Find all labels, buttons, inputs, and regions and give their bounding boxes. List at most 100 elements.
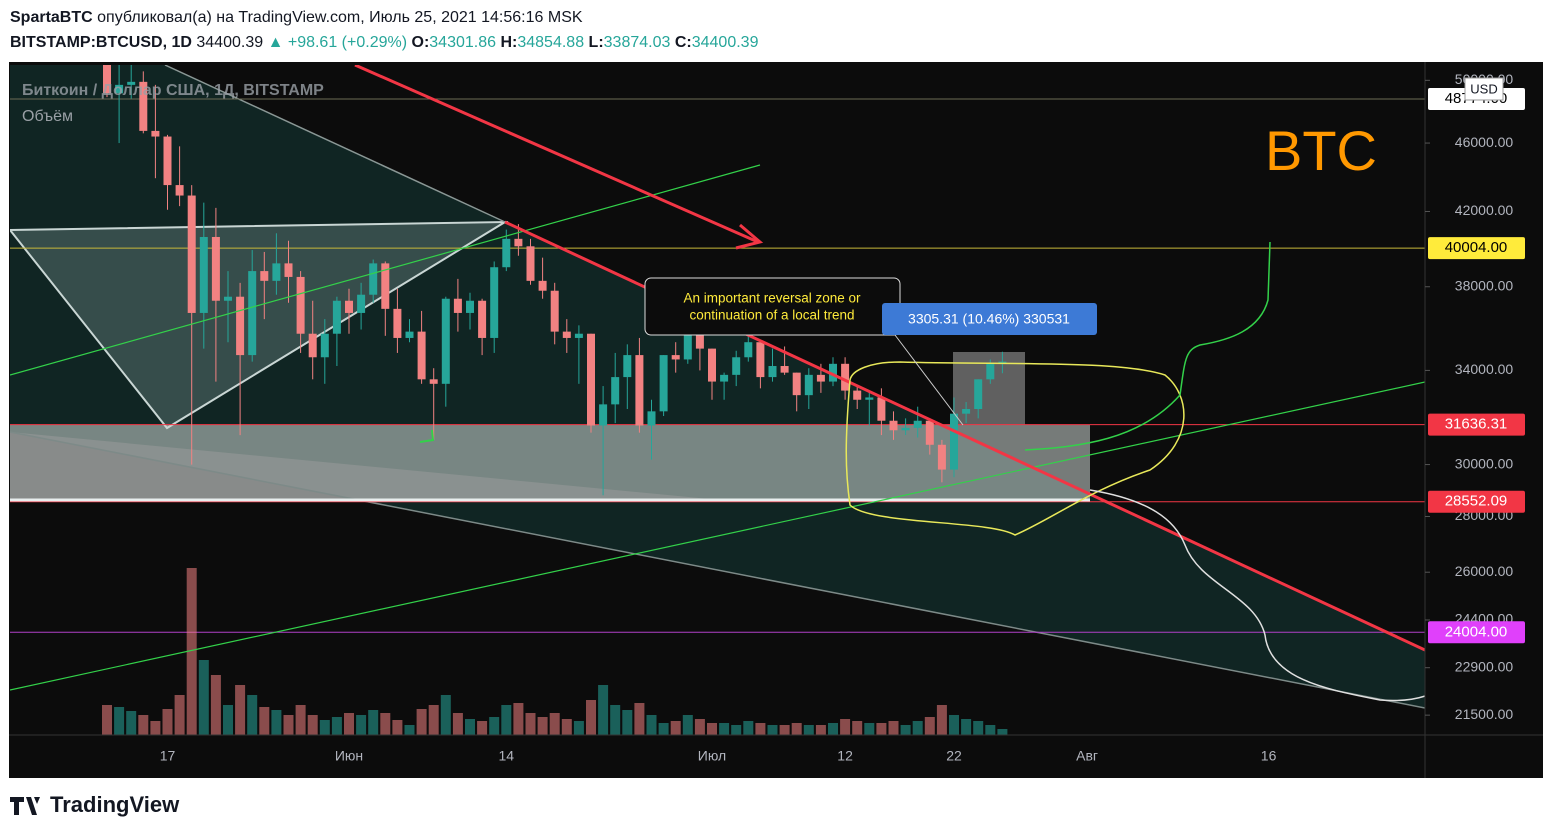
candle-body [103, 65, 111, 94]
candle-body [417, 331, 426, 380]
y-tick-label: 21500.00 [1455, 706, 1514, 722]
x-tick-label: Июн [335, 748, 363, 764]
volume-bar [815, 725, 826, 735]
chart-title: BTC [1265, 119, 1377, 182]
y-tick-label: 26000.00 [1455, 563, 1514, 579]
volume-bar [198, 660, 209, 735]
candle-body [429, 379, 438, 384]
candle-body [127, 81, 136, 85]
candle-body [248, 271, 257, 356]
chart-panel [9, 62, 1543, 778]
volume-bar [344, 713, 354, 735]
candle-body [841, 363, 850, 391]
wedge-fill [10, 65, 1425, 708]
candle-body [272, 263, 281, 281]
price-badge-label: 28552.09 [1445, 493, 1508, 510]
volume-bar [622, 710, 633, 735]
candle-body [526, 246, 535, 281]
measure-label-box [882, 303, 1097, 335]
candle-body [320, 333, 329, 358]
volume-bar [707, 723, 717, 735]
candle-body [792, 372, 801, 396]
candles [102, 65, 1008, 735]
volume-bar [295, 705, 306, 735]
candle-body [453, 298, 462, 313]
volume-bar [489, 717, 500, 735]
x-tick-label: 14 [499, 748, 515, 764]
volume-bar [307, 715, 318, 735]
header-line: SpartaBTC опубликовал(а) на TradingView.… [10, 9, 583, 26]
volume-bar [259, 707, 270, 735]
green-trend [10, 164, 761, 376]
candle-body [332, 300, 341, 334]
candle-body [925, 420, 934, 445]
axes: 50000.0046000.0042000.0038000.0034000.00… [160, 71, 1525, 764]
candle-body [853, 390, 862, 400]
volume-bar [235, 685, 246, 735]
x-tick-label: 12 [837, 748, 853, 764]
logo-mark [10, 797, 40, 815]
candle-body [889, 420, 898, 431]
price-badge-label: 40004.00 [1445, 239, 1508, 256]
candle-body [381, 263, 390, 309]
volume-bar [210, 675, 221, 735]
volume-bar [864, 723, 875, 735]
volume-bar [368, 710, 379, 735]
candle-body [780, 366, 789, 373]
candle-body [671, 355, 680, 360]
note-text: continuation of a local trend [689, 308, 854, 323]
candle-body [187, 195, 196, 313]
volume-bar [174, 695, 185, 735]
candle-body [574, 333, 583, 338]
candle-body [441, 298, 450, 384]
volume-bar [404, 725, 415, 735]
candle-body [393, 308, 402, 338]
volume-bar [840, 719, 851, 735]
volume-bar [791, 723, 802, 735]
volume-bar [900, 725, 911, 735]
y-tick-label: 22900.00 [1455, 658, 1514, 674]
volume-bar [465, 719, 475, 735]
measure-label: 3305.31 (10.46%) 330531 [908, 311, 1070, 327]
candle-body [937, 444, 946, 470]
candle-body [599, 404, 608, 426]
h-value: 34854.88 [517, 34, 584, 51]
volume-bar [936, 705, 947, 735]
volume-bar [682, 715, 693, 735]
volume-bar [477, 721, 488, 735]
candle-body [950, 413, 958, 470]
candle-body [611, 377, 620, 405]
volume-bar [646, 715, 657, 735]
candle-body [756, 342, 765, 378]
currency: USD [1470, 81, 1497, 96]
volume-bar [586, 700, 596, 735]
symbol: BITSTAMP:BTCUSD, 1D [10, 34, 192, 51]
candle-body [683, 329, 692, 360]
volume-bar [223, 705, 233, 735]
volume-bar [162, 709, 173, 735]
volume-bar [598, 685, 609, 735]
candle-body [260, 271, 269, 281]
x-tick-label: 16 [1261, 748, 1277, 764]
legend-volume: Объём [22, 108, 73, 125]
candle-body [175, 185, 184, 196]
volume-bar [876, 723, 887, 735]
drawings-under [10, 65, 1425, 709]
l-value: 33874.03 [604, 34, 671, 51]
candle-body [296, 276, 305, 334]
o-label: O: [412, 34, 430, 51]
candle-body [151, 130, 160, 137]
c-label: C: [675, 34, 692, 51]
red-arrow [354, 65, 759, 244]
volume-bar [828, 723, 838, 735]
candle-body [357, 294, 366, 313]
volume-bar [961, 719, 972, 735]
candle-body [659, 355, 668, 412]
volume-bar [755, 723, 766, 735]
volume-bar [501, 705, 512, 735]
volume-bar [356, 715, 367, 735]
volume-bar [803, 725, 814, 735]
candle-body [829, 363, 837, 382]
candle-body [284, 263, 293, 277]
